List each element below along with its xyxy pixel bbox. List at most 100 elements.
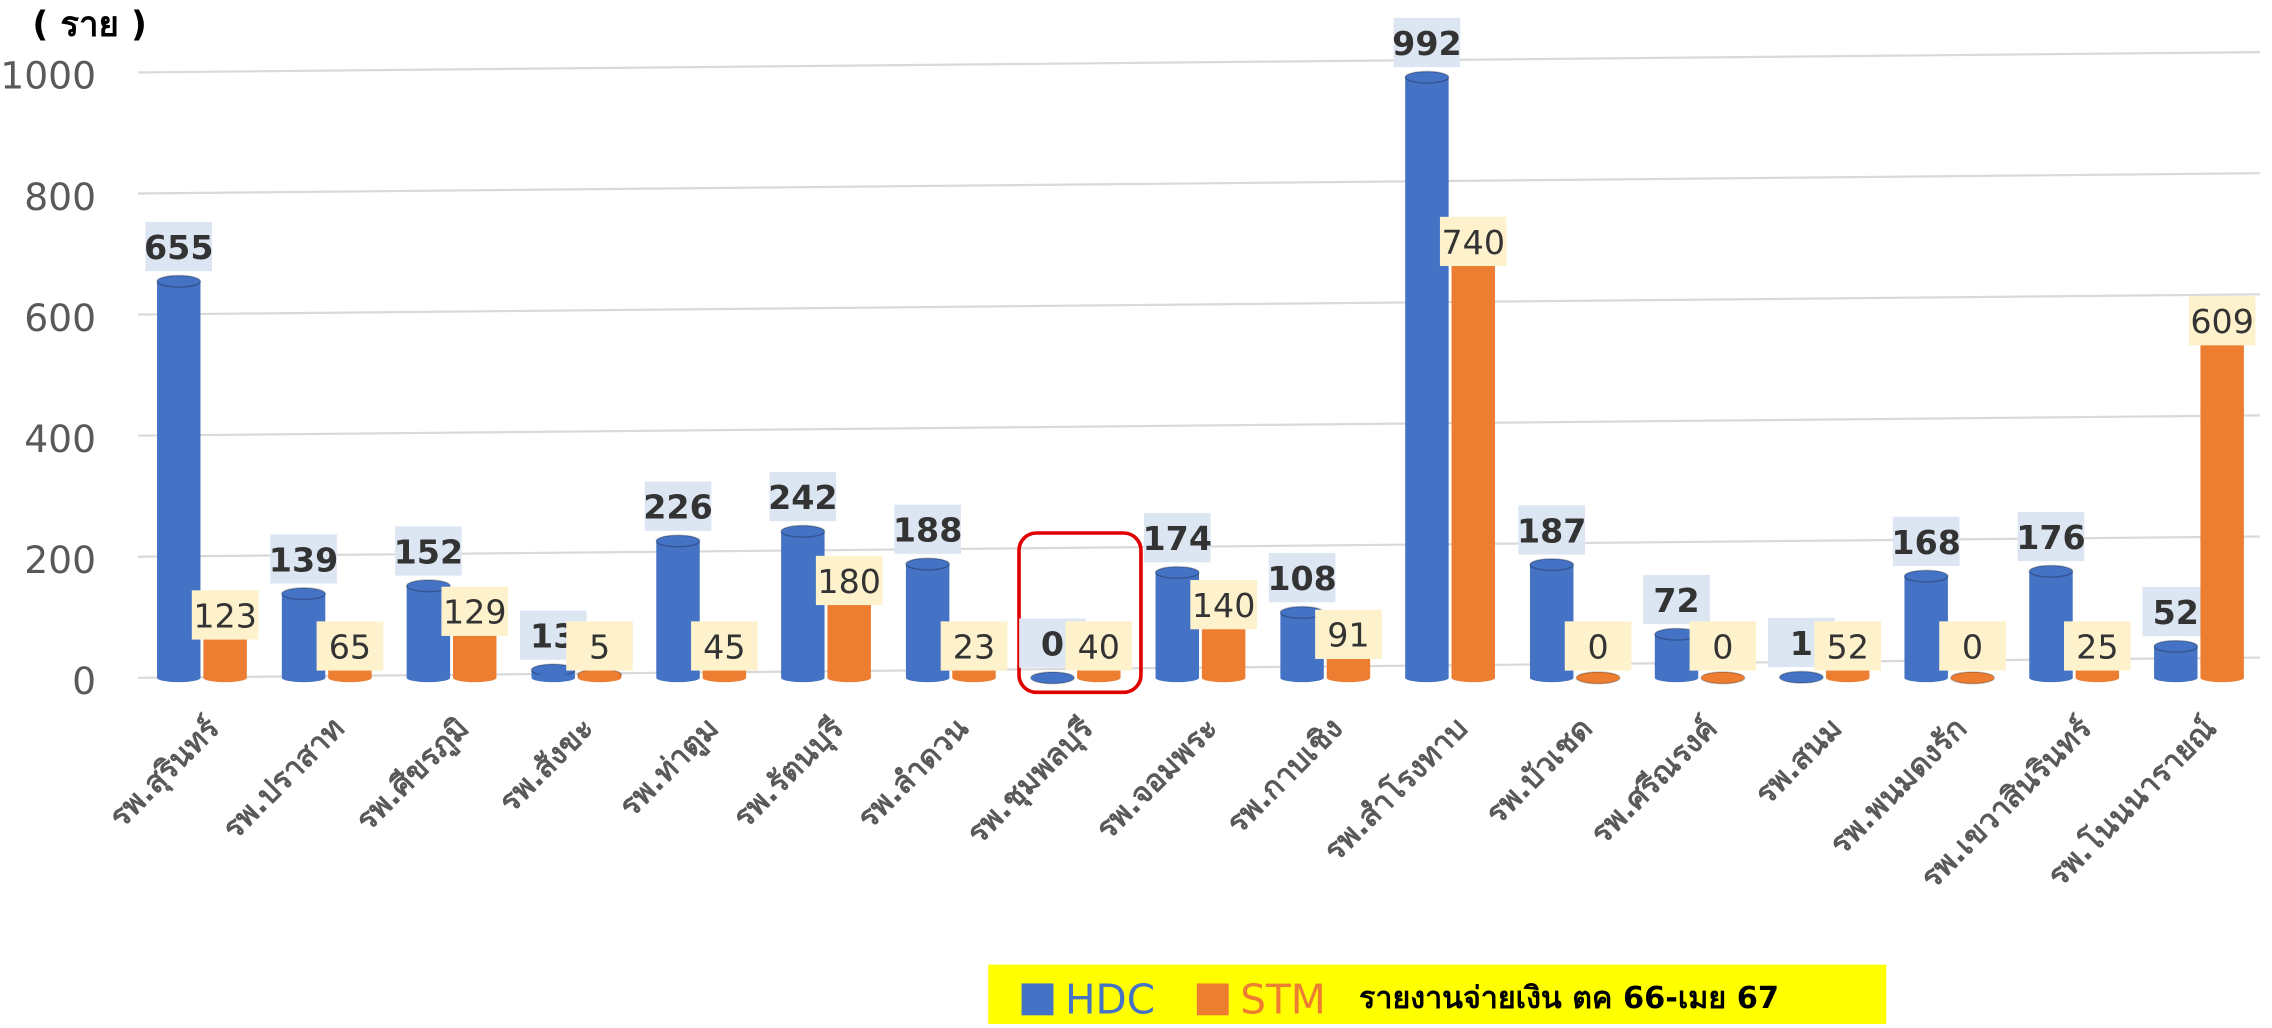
bar-base (1405, 673, 1449, 683)
data-label: 168 (1891, 516, 1961, 566)
data-label: 609 (2188, 296, 2256, 346)
data-label-bg (441, 586, 509, 636)
data-label-bg (2064, 621, 2131, 671)
bar-top (2028, 564, 2074, 578)
y-axis-label: ( ราย ) (32, 5, 147, 45)
bar-base (1077, 673, 1121, 683)
bar-base (1654, 673, 1699, 683)
data-label-bg (2188, 296, 2256, 346)
data-label-bg (894, 504, 961, 554)
bar-top (780, 524, 826, 538)
x-tick-label: รพ.ศีขรภูมิ (349, 711, 477, 839)
data-label: 740 (1439, 216, 1507, 267)
data-label-bg (1564, 621, 1632, 671)
data-label: 52 (2142, 586, 2210, 637)
data-label-text: 52 (2153, 593, 2199, 632)
data-label: 108 (1267, 553, 1337, 603)
data-label-text: 0 (1962, 627, 1983, 666)
data-label-bg (815, 555, 883, 606)
data-label-text: 5 (589, 627, 610, 666)
y-tick-label: 1000 (0, 54, 96, 98)
data-label: 23 (940, 621, 1008, 671)
data-label-text: 655 (144, 228, 214, 267)
data-label: 139 (269, 534, 339, 584)
data-label-text: 992 (1392, 24, 1462, 63)
data-label-bg (2142, 586, 2210, 637)
x-tick-label: รพ.ชุมพลบุรี (960, 711, 1101, 852)
bar-base (453, 673, 497, 683)
y-tick-label: 200 (24, 538, 96, 582)
y-tick-label: 600 (24, 296, 96, 340)
legend (988, 964, 1887, 1024)
data-label: 0 (1689, 621, 1757, 671)
bar-base (406, 673, 451, 683)
bar-base (656, 673, 700, 683)
data-label: 0 (1564, 621, 1632, 671)
x-tick-label: รพ.ลำดวน (851, 711, 976, 836)
bar-top (1529, 558, 1575, 572)
data-label-bg (940, 621, 1008, 671)
data-label-text: 65 (329, 627, 371, 666)
bar-base (1280, 673, 1324, 683)
data-label-bg (1439, 216, 1507, 267)
bar-base (2200, 673, 2244, 683)
bar-base (1576, 673, 1620, 683)
bar-top (156, 274, 202, 288)
data-label: 129 (441, 586, 509, 636)
data-label-bg (191, 590, 259, 640)
data-label-text: 140 (1192, 586, 1256, 625)
data-label-text: 52 (1827, 627, 1869, 666)
bar-base (1201, 673, 1246, 683)
data-label-text: 40 (1078, 627, 1120, 666)
data-label-bg (769, 471, 837, 522)
data-label-text: 226 (643, 488, 713, 527)
bar (1451, 229, 1495, 678)
data-label-text: 609 (2190, 302, 2254, 341)
bar-base (531, 673, 575, 683)
bar-top (405, 579, 451, 593)
legend-swatch (1021, 983, 1054, 1016)
data-label-bg (270, 534, 337, 584)
bar-base (1530, 673, 1574, 683)
data-label-text: 242 (768, 478, 838, 517)
data-label-text: 1 (1790, 624, 1813, 663)
bar-base (1950, 673, 1995, 683)
data-label-bg (1689, 621, 1757, 671)
bar-top (1903, 569, 1949, 583)
bar-top (905, 557, 951, 571)
bar-base (1825, 673, 1870, 683)
data-label: 180 (815, 555, 883, 606)
bar-base (1701, 673, 1745, 683)
data-label: 45 (691, 621, 758, 671)
bar-base (577, 673, 622, 683)
x-tick-label: รพ.ท่าตูม (613, 711, 727, 825)
data-label-bg (566, 621, 633, 671)
data-label-text: 45 (703, 627, 745, 666)
bar-base (2075, 673, 2120, 683)
data-label-text: 139 (269, 540, 339, 579)
data-label-text: 180 (817, 562, 881, 601)
data-label-bg (1814, 621, 1882, 671)
data-label-text: 0 (1712, 627, 1733, 666)
data-label-text: 0 (1041, 624, 1064, 663)
data-label-text: 168 (1891, 523, 1961, 562)
legend-label: STM (1240, 975, 1326, 1023)
y-tick-label: 800 (24, 175, 96, 219)
y-tick-label: 400 (24, 417, 96, 461)
bar-top (2153, 639, 2199, 653)
data-label: 187 (1517, 505, 1586, 555)
data-label: 242 (768, 471, 838, 522)
bar-base (1326, 673, 1371, 683)
x-tick-label: รพ.รัตนบุรี (727, 711, 852, 836)
bar-top (281, 587, 327, 601)
data-label-bg (1892, 516, 1960, 566)
data-label: 0 (1939, 621, 2006, 671)
legend-label: HDC (1065, 975, 1155, 1023)
data-label: 5 (566, 621, 633, 671)
bar-top (655, 534, 701, 548)
grid-line (138, 51, 2260, 74)
data-label-text: 123 (193, 596, 257, 635)
data-label-text: 25 (2076, 627, 2118, 666)
bar-base (1030, 673, 1075, 683)
